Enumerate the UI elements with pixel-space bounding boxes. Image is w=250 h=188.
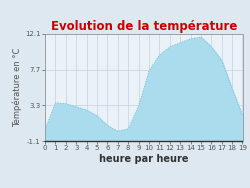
Y-axis label: Température en °C: Température en °C — [13, 48, 22, 127]
X-axis label: heure par heure: heure par heure — [99, 154, 188, 164]
Title: Evolution de la température: Evolution de la température — [50, 20, 237, 33]
